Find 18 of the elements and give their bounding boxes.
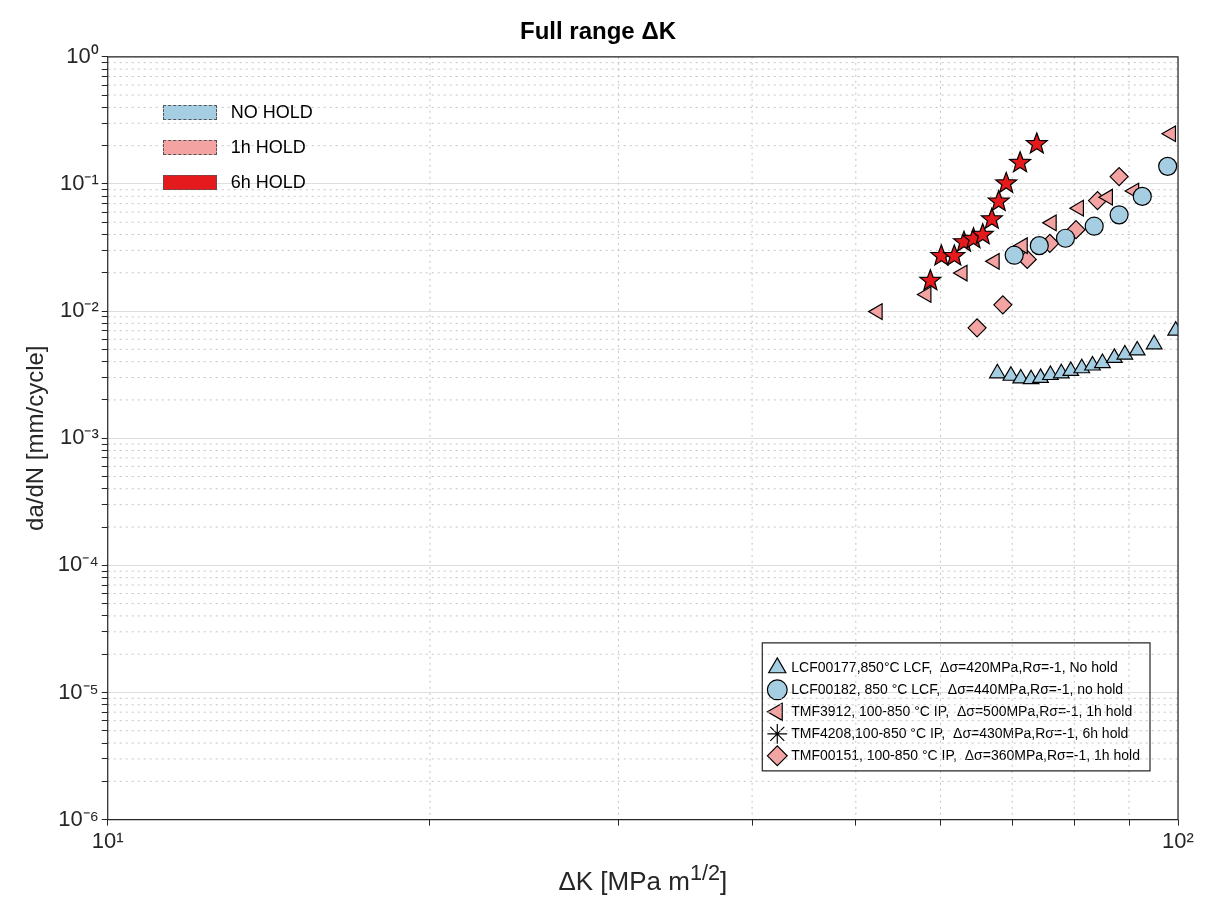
chart-title: Full range ΔK: [520, 17, 677, 45]
legend-label: TMF4208,100-850 °C IP, Δσ=430MPa,Rσ=-1, 6h hold: [791, 724, 1129, 741]
legend-label: TMF3912, 100-850 °C IP, Δσ=500MPa,Rσ=-1, 1h hold: [791, 702, 1133, 719]
legend-label: LCF00182, 850 °C LCF, Δσ=440MPa,Rσ=-1, no hold: [791, 680, 1124, 697]
y-tick-label: 10⁻⁴: [57, 551, 99, 577]
y-axis-title: da/dN [mm/cycle]: [21, 345, 49, 531]
annotation: NO HOLD: [230, 101, 313, 123]
annotation: 1h HOLD: [230, 136, 306, 158]
y-tick-label: 10⁰: [66, 42, 99, 68]
y-tick-label: 10⁻³: [59, 424, 99, 450]
legend-label: LCF00177,850°C LCF, Δσ=420MPa,Rσ=-1, No hold: [791, 658, 1118, 675]
y-tick-label: 10⁻¹: [59, 170, 99, 195]
annotation: 6h HOLD: [230, 171, 306, 193]
y-tick-label: 10⁻²: [59, 297, 99, 323]
legend-label: TMF00151, 100-850 °C IP, Δσ=360MPa,Rσ=-1, 1h hold: [791, 746, 1141, 763]
y-tick-label: 10⁻⁵: [58, 678, 99, 704]
x-axis-title: ΔK [MPa m$^{1/2}$]: [557, 860, 729, 897]
x-tick-label: 10²: [1162, 827, 1194, 853]
